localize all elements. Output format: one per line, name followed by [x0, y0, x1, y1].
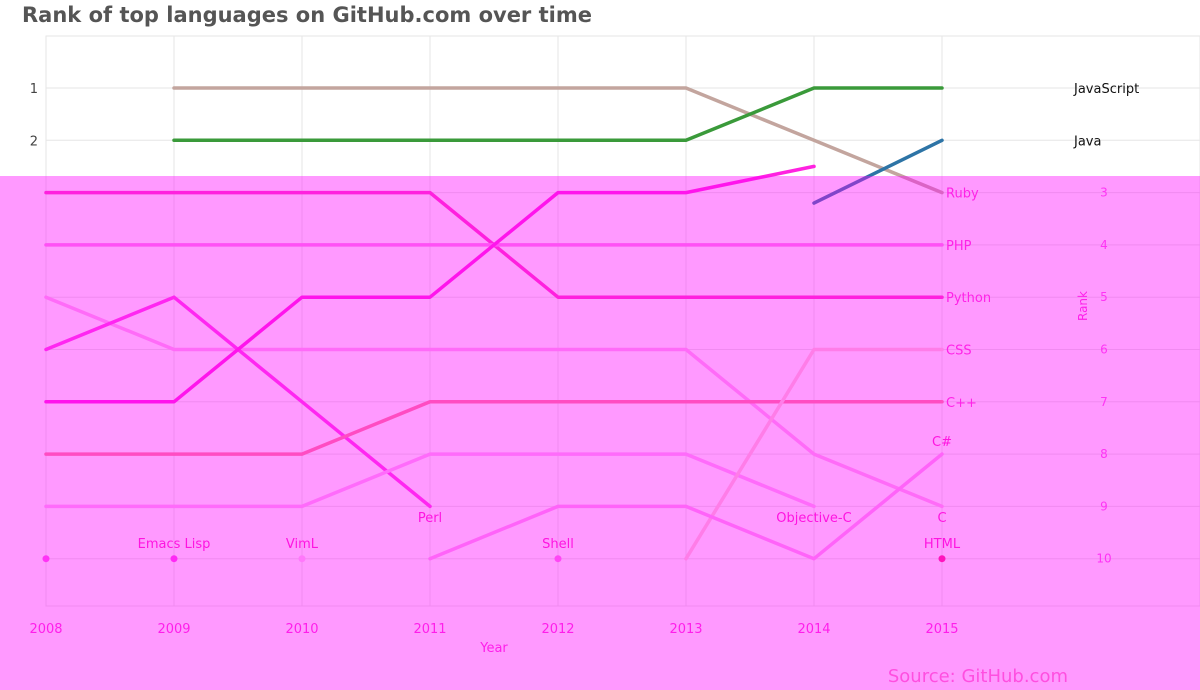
- y-tick-label-right: 4: [1100, 238, 1108, 252]
- y-axis-label: Rank: [1076, 291, 1090, 321]
- series-line-c: [44, 295, 944, 509]
- x-tick-label: 2009: [157, 622, 190, 637]
- series-dot: [938, 555, 946, 563]
- source-note: Source: GitHub.com: [887, 666, 1068, 687]
- series-end-label: JavaScript: [1073, 82, 1139, 97]
- series-dot: [298, 555, 306, 563]
- series-point-label: HTML: [924, 537, 961, 552]
- series-line-css: [684, 347, 944, 561]
- series-line-javascript: [172, 86, 944, 143]
- series-end-label: Ruby: [946, 187, 979, 202]
- x-tick-label: 2013: [669, 622, 702, 637]
- y-tick-label-right: 8: [1100, 447, 1108, 461]
- series-line-javascript2: [44, 164, 816, 404]
- series-dot: [554, 555, 562, 563]
- series-end-label: Java: [1073, 134, 1101, 149]
- series-point-label: VimL: [286, 537, 319, 552]
- series-line-c-: [428, 452, 944, 561]
- series-line-c-: [44, 400, 944, 456]
- y-tick-label-right: 10: [1096, 552, 1111, 566]
- y-tick-label-left: 2: [30, 134, 38, 149]
- chart-title: Rank of top languages on GitHub.com over…: [22, 3, 592, 27]
- x-tick-label: 2014: [797, 622, 830, 637]
- series-end-label: C++: [946, 396, 977, 411]
- x-axis-ticks: 2008 2009 2010 2011 2012 2013 2014 2015: [29, 622, 958, 637]
- series-labels: JavaScript Java Ruby PHP Python CSS C++ C# Perl O…: [138, 82, 1140, 552]
- series-end-label: Python: [946, 291, 991, 306]
- series-line-ruby: [172, 86, 944, 195]
- series-point-label: C#: [932, 435, 952, 450]
- x-axis-label: Year: [479, 641, 508, 656]
- y-tick-label-right: 3: [1100, 186, 1108, 200]
- series-point-label: C: [937, 511, 946, 526]
- y-axis-ticks: 1 2 3 4 5 6 7 8 9 10: [30, 82, 1112, 566]
- y-tick-label-right: 9: [1100, 499, 1108, 513]
- series-lines: [44, 86, 944, 561]
- x-tick-label: 2008: [29, 622, 62, 637]
- series-end-label: CSS: [946, 344, 972, 359]
- x-tick-label: 2015: [925, 622, 958, 637]
- series-point-label: Emacs Lisp: [138, 537, 211, 552]
- series-line-objective-c: [44, 452, 816, 509]
- x-tick-label: 2010: [285, 622, 318, 637]
- series-end-label: PHP: [946, 239, 972, 254]
- y-tick-label-right: 5: [1100, 290, 1108, 304]
- series-point-label: Perl: [418, 511, 442, 526]
- series-point-label: Shell: [542, 537, 574, 552]
- x-tick-label: 2012: [541, 622, 574, 637]
- series-point-label: Objective-C: [776, 511, 851, 526]
- series-dot: [42, 555, 50, 563]
- series-dots: [42, 555, 946, 563]
- x-tick-label: 2011: [413, 622, 446, 637]
- y-tick-label-left: 1: [30, 82, 38, 97]
- series-dot: [170, 555, 178, 563]
- y-tick-label-right: 6: [1100, 343, 1108, 357]
- series-line-java: [812, 138, 944, 205]
- plot-frame: [45, 35, 1200, 607]
- y-tick-label-right: 7: [1100, 395, 1108, 409]
